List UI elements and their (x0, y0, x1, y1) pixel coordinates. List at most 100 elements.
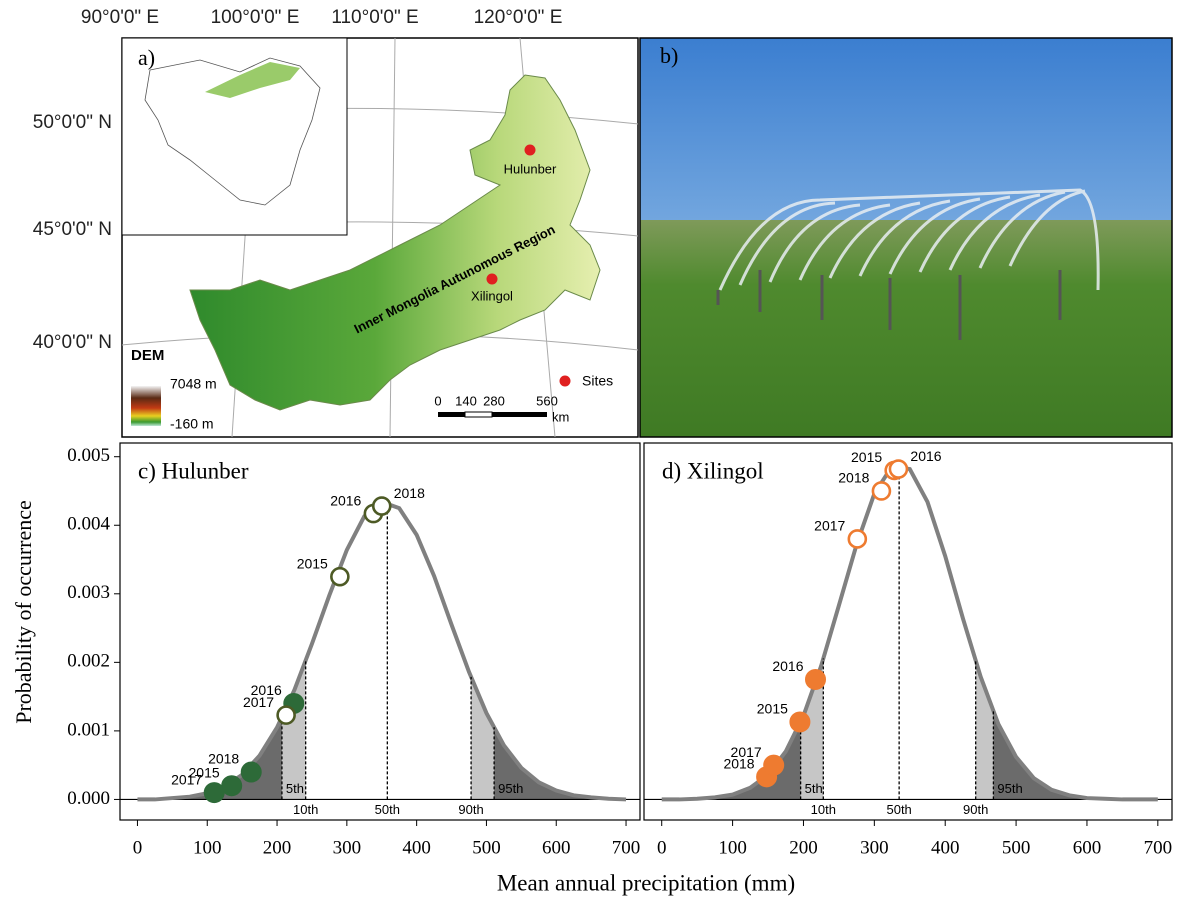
longitude-label: 120°0'0" E (474, 7, 563, 28)
percentile-label: 50th (375, 802, 400, 817)
x-tick-label: 600 (1073, 837, 1102, 858)
y-tick-label: 0.002 (67, 651, 110, 672)
open-point (330, 566, 350, 587)
plot-frame (643, 442, 1173, 821)
greenhouse (718, 188, 1100, 291)
filled-point (221, 775, 243, 797)
x-tick-label: 600 (542, 837, 571, 858)
site-marker (524, 144, 536, 156)
dem-min: -160 m (170, 416, 214, 432)
chart-title: d) Xilingol (662, 458, 764, 483)
sites-legend: Sites (582, 373, 613, 389)
point-label: 2017 (171, 771, 202, 787)
scale-unit: km (552, 409, 569, 424)
x-tick-label: 400 (402, 837, 431, 858)
longitude-label: 100°0'0" E (211, 7, 300, 28)
point-label: 2017 (243, 694, 274, 710)
charts: 5th 10th 50th 90th 95th 0 100 200 300 400 500 600 70… (11, 442, 1173, 895)
x-tick-label: 700 (1144, 837, 1173, 858)
scale-label: 560 (536, 393, 558, 408)
photo-frame (639, 37, 1173, 438)
percentile-label: 95th (498, 781, 523, 796)
scale-label: 140 (455, 393, 477, 408)
point-label: 2016 (330, 492, 361, 508)
tail-shade (975, 660, 994, 800)
x-tick-label: 700 (612, 837, 641, 858)
filled-point (763, 754, 785, 776)
sites-legend-marker (559, 375, 571, 387)
x-tick-label: 300 (333, 837, 362, 858)
latitude-label: 40°0'0" N (33, 332, 112, 353)
scale-bar (492, 412, 547, 417)
latitude-label: 50°0'0" N (33, 112, 112, 133)
point-label: 2018 (838, 470, 869, 486)
scale-label: 0 (434, 393, 441, 408)
open-point (276, 705, 296, 725)
x-tick-label: 0 (133, 837, 143, 858)
longitude-label: 90°0'0" E (81, 7, 159, 28)
open-point (888, 459, 909, 479)
percentile-label: 5th (805, 781, 823, 796)
percentile-label: 5th (286, 781, 304, 796)
y-tick-label: 0.005 (67, 445, 110, 466)
filled-point (240, 761, 262, 783)
open-point (871, 481, 892, 501)
percentile-label: 50th (886, 802, 911, 817)
china-outline (144, 57, 321, 206)
point-label: 2017 (814, 518, 845, 534)
panel-label: b) (660, 43, 678, 68)
photo-panel: b) (639, 37, 1173, 438)
x-tick-label: 100 (193, 837, 222, 858)
point-label: 2018 (208, 751, 239, 767)
site-label: Xilingol (471, 288, 513, 303)
percentile-label: 95th (997, 781, 1022, 796)
dem-colorbar (131, 386, 161, 426)
x-tick-label: 200 (263, 837, 292, 858)
map-panel: a) 90°0'0" E 100°0'0" E 110°0'0" E 120°0… (33, 7, 639, 438)
tail-shade (494, 727, 627, 800)
tail-shade (993, 710, 1158, 800)
longitude-label: 110°0'0" E (331, 7, 418, 28)
y-tick-label: 0.000 (67, 788, 110, 809)
filled-point (789, 711, 811, 733)
point-label: 2015 (757, 701, 788, 717)
latitude-label: 45°0'0" N (33, 219, 112, 240)
inset-region (205, 62, 300, 98)
x-axis-title: Mean annual precipitation (mm) (497, 870, 795, 895)
point-label: 2016 (772, 658, 803, 674)
chart-title: c) Hulunber (138, 458, 249, 483)
point-label: 2015 (297, 555, 328, 571)
point-label: 2016 (910, 448, 941, 464)
greenhouse-posts (716, 270, 1062, 340)
point-label: 2018 (394, 485, 425, 501)
y-tick-label: 0.001 (67, 719, 110, 740)
tail-shade (800, 658, 824, 800)
point-label: 2016 (251, 682, 282, 698)
x-tick-label: 100 (718, 837, 747, 858)
x-tick-label: 300 (860, 837, 889, 858)
scale-bar (438, 412, 465, 417)
density-curve (661, 464, 1158, 802)
point-label: 2015 (851, 449, 882, 465)
y-tick-label: 0.004 (67, 514, 110, 535)
scale-label: 280 (483, 393, 505, 408)
percentile-label: 90th (963, 802, 988, 817)
x-tick-label: 200 (789, 837, 818, 858)
inner-mongolia (189, 74, 601, 411)
y-axis-title: Probability of occurrence (11, 500, 36, 724)
legend-title: DEM (131, 347, 164, 364)
tail-shade (471, 676, 495, 800)
dem-max: 7048 m (170, 376, 217, 392)
point-label: 2017 (731, 744, 762, 760)
point-label: 2015 (189, 764, 220, 780)
site-marker (486, 273, 498, 285)
point-label: 2018 (723, 756, 754, 772)
site-label: Hulunber (504, 161, 557, 176)
x-tick-label: 500 (472, 837, 501, 858)
filled-point (805, 668, 827, 690)
y-tick-label: 0.003 (67, 582, 110, 603)
scale-bar (464, 411, 493, 418)
x-tick-label: 400 (931, 837, 960, 858)
